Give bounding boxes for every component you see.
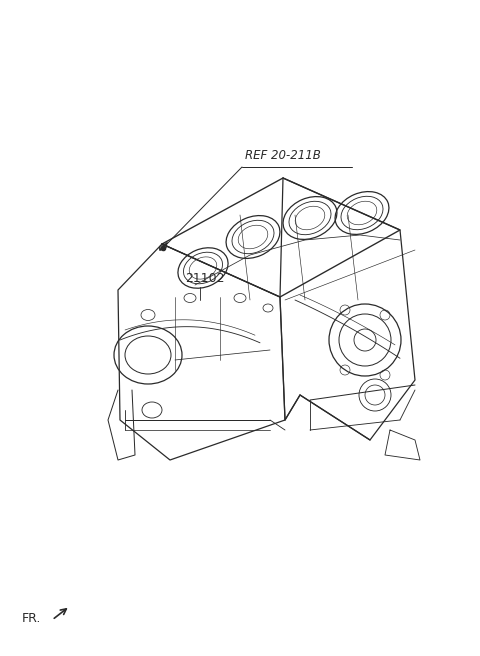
Text: REF 20-211B: REF 20-211B (245, 149, 321, 162)
Text: 21102: 21102 (185, 272, 225, 285)
Text: FR.: FR. (22, 611, 41, 625)
